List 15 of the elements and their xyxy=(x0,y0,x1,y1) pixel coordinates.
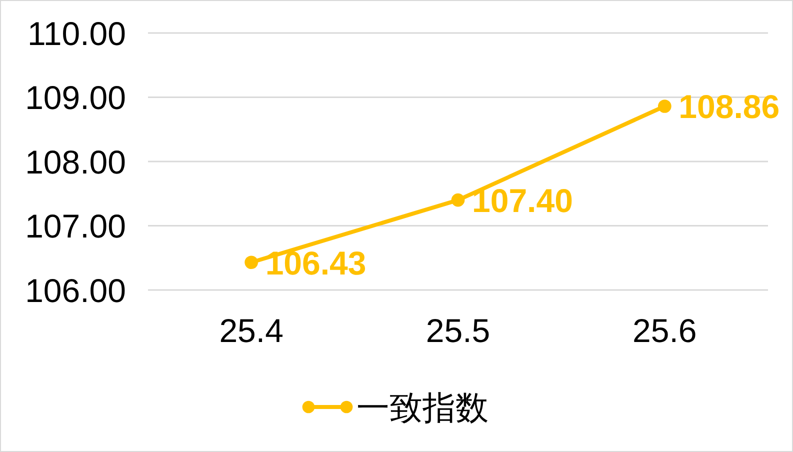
y-tick-label: 109.00 xyxy=(25,79,126,116)
x-tick-label: 25.6 xyxy=(632,312,697,349)
x-tick-label: 25.4 xyxy=(219,312,284,349)
point xyxy=(658,100,672,113)
y-tick-label: 107.00 xyxy=(25,208,126,245)
y-tick-label: 110.00 xyxy=(28,14,126,52)
point xyxy=(451,193,465,207)
data-label: 106.43 xyxy=(265,244,366,282)
data-label: 107.40 xyxy=(472,182,573,219)
legend-label: 一致指数 xyxy=(356,388,488,426)
point xyxy=(244,256,258,270)
y-tick-label: 106.00 xyxy=(25,272,126,309)
y-tick-label: 108.00 xyxy=(25,143,126,180)
data-label: 108.86 xyxy=(678,88,780,126)
x-tick-label: 25.5 xyxy=(426,312,490,349)
